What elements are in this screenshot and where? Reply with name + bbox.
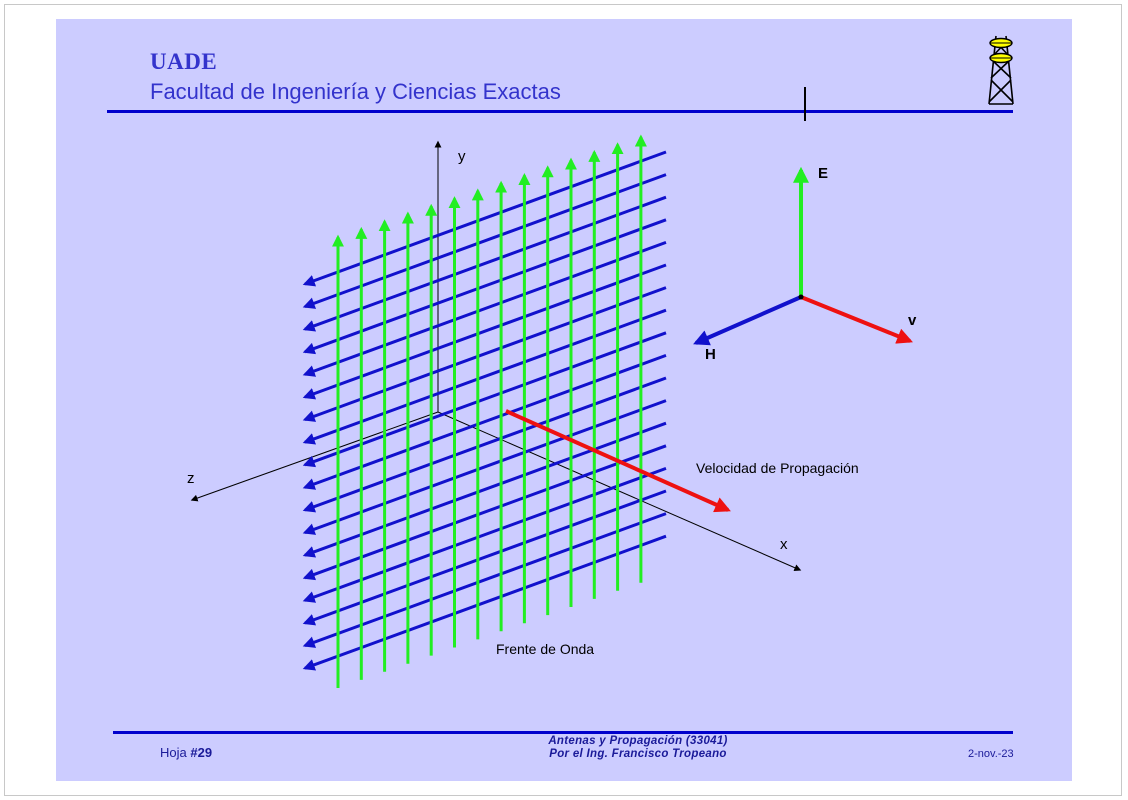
header-rule xyxy=(107,110,1013,113)
h-field-line xyxy=(302,218,667,355)
wavefront-label: Frente de Onda xyxy=(496,641,595,657)
axis-z-label: z xyxy=(187,470,195,487)
axis-y-label: y xyxy=(458,148,466,165)
slide: UADE Facultad de Ingeniería y Ciencias E… xyxy=(56,19,1072,781)
field-triad xyxy=(693,166,913,346)
h-field-line xyxy=(302,534,667,671)
h-field-line xyxy=(302,444,667,581)
footer-rule xyxy=(113,731,1013,734)
h-field-line xyxy=(302,489,667,626)
h-field-line xyxy=(302,286,667,422)
z-axis xyxy=(190,411,439,502)
faculty-title: Facultad de Ingeniería y Ciencias Exacta… xyxy=(150,79,561,104)
header-tick xyxy=(804,87,806,121)
page-border xyxy=(4,4,1122,796)
h-field-line xyxy=(302,353,667,490)
e-vector-label: E xyxy=(818,165,829,182)
v-vector xyxy=(800,295,913,344)
h-field-line xyxy=(302,195,667,332)
axis-x-label: x xyxy=(780,536,788,553)
triad-origin xyxy=(798,294,804,300)
v-vector-label: v xyxy=(908,312,917,329)
author-name: Por el Ing. Francisco Tropeano xyxy=(549,748,727,760)
footer-credits: Antenas y Propagación (33041) Por el Ing… xyxy=(438,735,838,761)
h-field-line xyxy=(302,421,667,558)
slide-date: 2-nov.-23 xyxy=(968,748,1014,760)
sheet-number: Hoja #29 xyxy=(160,745,213,760)
h-field-line xyxy=(302,466,667,603)
velocity-label: Velocidad de Propagación xyxy=(696,460,859,476)
h-field-line xyxy=(302,173,667,309)
h-field-line xyxy=(302,331,667,468)
h-vector-label: H xyxy=(705,346,716,363)
h-field-line xyxy=(302,376,667,513)
h-field-line xyxy=(302,240,667,377)
course-name: Antenas y Propagación (33041) xyxy=(548,735,728,747)
h-field-line xyxy=(302,399,667,535)
velocity-arrow xyxy=(505,409,731,513)
h-field-line xyxy=(302,150,667,287)
h-field-line xyxy=(302,263,667,400)
transmission-tower-icon xyxy=(988,35,1014,105)
h-field-line xyxy=(302,308,667,445)
h-vector xyxy=(693,295,802,346)
h-field-line xyxy=(302,512,667,648)
org-title: UADE xyxy=(150,49,218,74)
